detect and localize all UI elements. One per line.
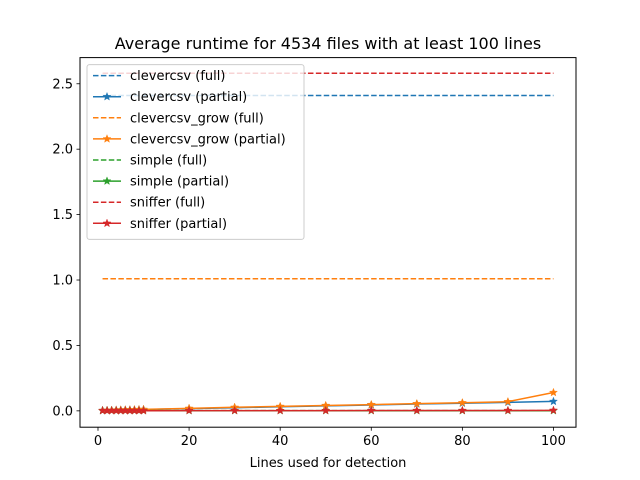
x-tick-label: 80 [454,434,471,449]
legend-marker [102,134,112,143]
x-tick-label: 100 [541,434,566,449]
y-tick-label: 2.0 [52,143,73,158]
legend-marker [102,176,112,185]
data-point [184,405,194,415]
x-axis-label: Lines used for detection [250,456,407,471]
legend-entry: clevercsv (partial) [93,90,247,105]
legend-label: simple (partial) [130,175,229,190]
y-tick-label: 1.0 [52,274,73,289]
data-point [457,405,467,415]
legend-label: sniffer (partial) [130,217,227,232]
data-point [548,387,558,397]
legend-label: clevercsv (partial) [130,90,247,105]
data-point [412,405,422,415]
legend-label: clevercsv_grow (partial) [130,132,286,147]
data-point [321,405,331,415]
legend-entry: clevercsv_grow (partial) [93,132,286,147]
legend-label: clevercsv (full) [130,69,225,84]
x-tick-label: 0 [94,434,102,449]
legend-entry: clevercsv_grow (full) [93,111,264,126]
y-tick-label: 1.5 [52,208,73,223]
legend-entry: simple (full) [93,154,207,169]
series-7 [98,405,558,415]
y-tick-label: 0.0 [52,404,73,419]
legend-entry: sniffer (partial) [93,217,227,232]
axes-frame [79,57,577,428]
y-tick-label: 2.5 [52,77,73,92]
legend-label: sniffer (full) [130,196,205,211]
chart-title: Average runtime for 4534 files with at l… [115,34,541,53]
data-point [412,398,422,408]
legend-entry: clevercsv (full) [93,69,225,84]
y-tick-label: 0.5 [52,339,73,354]
data-point [503,405,513,415]
data-point [548,396,558,406]
data-point [457,397,467,407]
data-point [275,405,285,415]
x-tick-label: 20 [181,434,198,449]
x-tick-label: 40 [272,434,289,449]
data-point [548,405,558,415]
data-point [139,405,149,415]
legend: clevercsv (full) clevercsv (partial) cleve… [86,64,305,240]
legend-label: simple (full) [130,154,207,169]
x-axis: 0 20 40 60 80 100 [94,427,566,449]
legend-label: clevercsv_grow (full) [130,111,264,126]
legend-marker [102,218,112,228]
legend-marker [102,91,112,101]
x-tick-label: 60 [363,434,380,449]
legend-entry: simple (partial) [93,175,229,190]
y-axis: 0.0 0.5 1.0 1.5 2.0 2.5 [52,77,80,419]
data-point [366,405,376,415]
data-point [230,405,240,415]
data-point [503,396,513,406]
legend-entry: sniffer (full) [93,196,205,211]
legend-frame [86,64,305,240]
